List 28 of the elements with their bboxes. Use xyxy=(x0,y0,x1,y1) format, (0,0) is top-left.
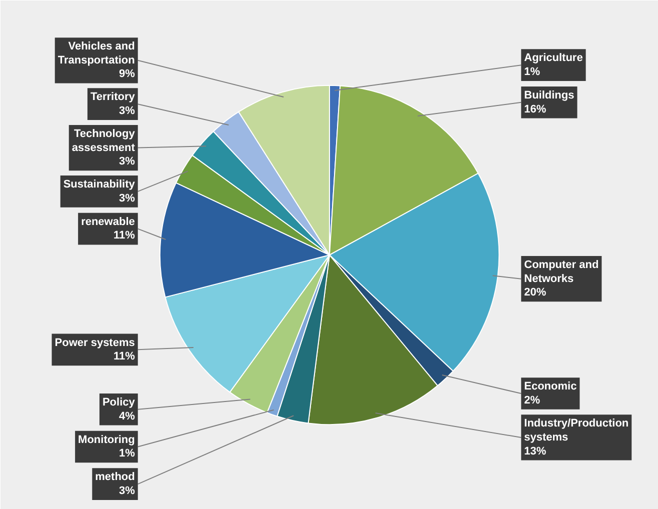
data-label: 2% xyxy=(524,394,540,406)
slice-label: Economic xyxy=(524,380,577,393)
slice-label: Power systems xyxy=(54,336,135,349)
data-label: 1% xyxy=(524,66,540,78)
slice-label: Buildings xyxy=(524,89,574,102)
slice-label: Technology assessment xyxy=(72,128,136,154)
slice-label: Agriculture xyxy=(524,52,583,64)
slice-label: Computer and Networks xyxy=(524,259,599,285)
slice-label: renewable xyxy=(81,216,135,228)
data-label: 11% xyxy=(113,350,136,363)
data-label: 9% xyxy=(118,68,136,80)
data-label: 1% xyxy=(118,448,136,460)
data-label: 3% xyxy=(118,484,136,497)
data-label: 11% xyxy=(113,230,136,242)
data-label: 20% xyxy=(524,286,546,299)
data-label: 4% xyxy=(118,410,136,422)
slice-label: Policy xyxy=(102,396,136,408)
data-label: 16% xyxy=(524,103,546,116)
slice-label: method xyxy=(95,471,135,484)
data-label: 13% xyxy=(524,445,546,458)
slice-label: Vehicles and Transportation xyxy=(58,40,136,66)
slice-label: Territory xyxy=(90,91,136,104)
slice-label: Monitoring xyxy=(78,434,135,446)
slice-label: Industry/Production systems xyxy=(524,418,629,444)
data-label: 3% xyxy=(118,156,136,168)
data-label: 3% xyxy=(118,192,136,204)
slice-label: Sustainability xyxy=(63,178,136,191)
data-label: 3% xyxy=(118,104,136,117)
